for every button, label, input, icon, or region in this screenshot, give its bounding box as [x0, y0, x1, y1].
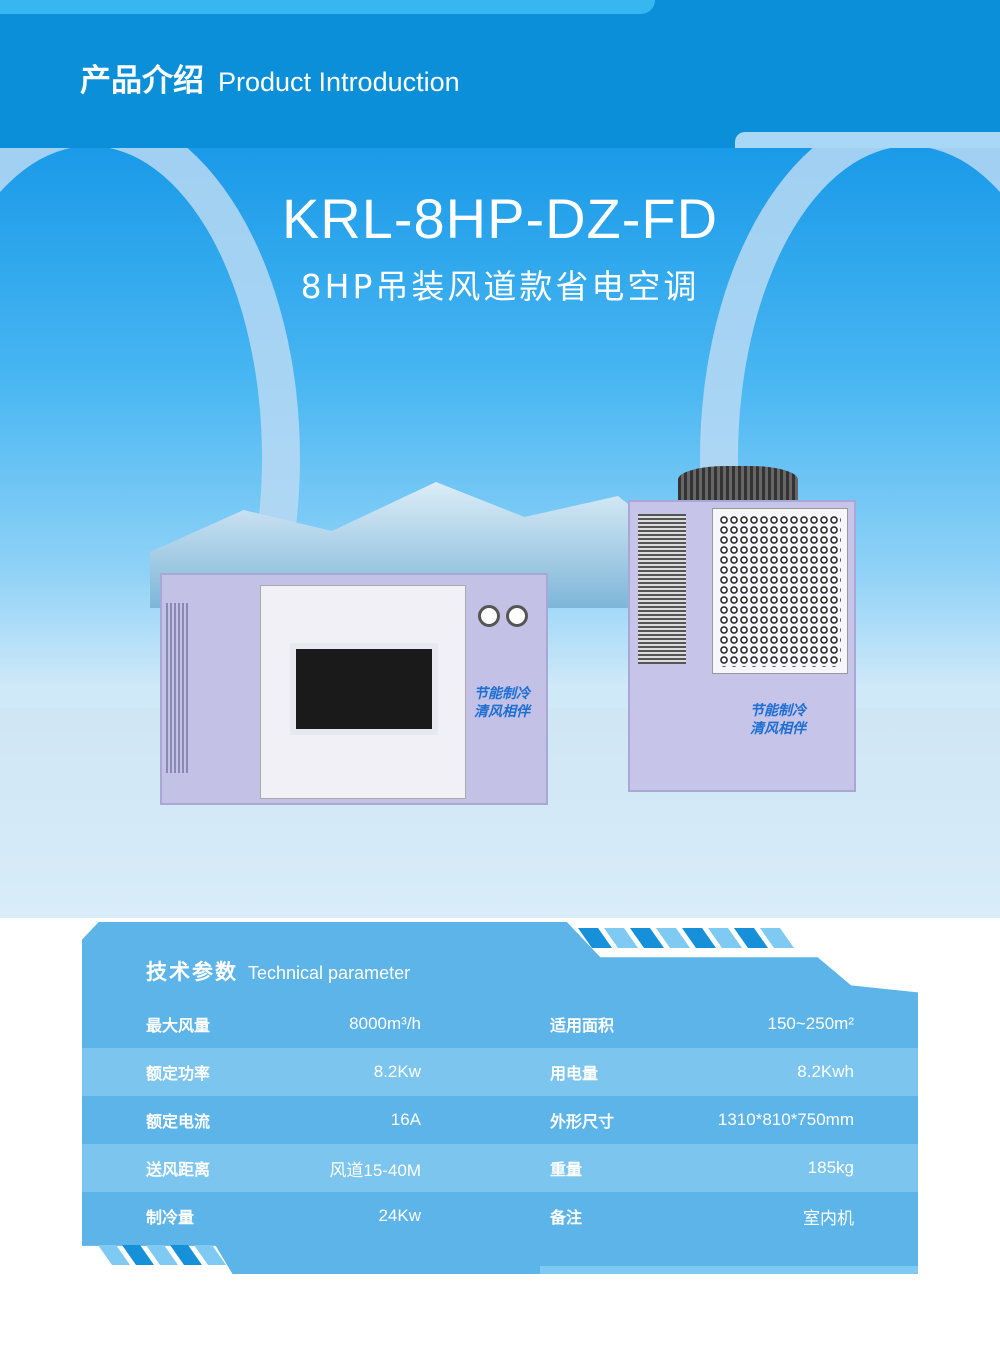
gauge-icon	[478, 605, 500, 627]
section-title-en: Product Introduction	[218, 67, 460, 97]
param-label: 适用面积	[550, 1016, 615, 1035]
slogan-line1: 节能制冷	[474, 686, 530, 702]
header-decor-strip	[0, 0, 655, 14]
param-value: 8000m³/h	[349, 1014, 421, 1033]
table-row: 制冷量 24Kw 备注 室内机	[82, 1192, 918, 1240]
side-grille	[166, 603, 190, 773]
decor-stripes-bottom	[97, 1245, 227, 1265]
param-label: 用电量	[550, 1064, 599, 1083]
param-value: 8.2Kw	[373, 1062, 421, 1081]
product-model: KRL-8HP-DZ-FD	[281, 187, 719, 250]
param-value: 185kg	[807, 1158, 854, 1177]
param-label: 制冷量	[146, 1208, 195, 1227]
table-row: 额定电流 16A 外形尺寸 1310*810*750mm	[82, 1096, 918, 1144]
header-band: 产品介绍 Product Introduction	[0, 0, 1000, 148]
section-title-cn: 产品介绍	[80, 63, 204, 99]
table-row: 最大风量 8000m³/h 适用面积 150~250m²	[82, 1000, 918, 1048]
param-value: 150~250m²	[767, 1014, 854, 1033]
unit-slogan: 节能制冷 清风相伴	[474, 685, 530, 721]
front-grille	[712, 508, 848, 674]
slogan-line1: 节能制冷	[750, 703, 806, 719]
decor-line	[540, 1266, 918, 1274]
params-panel	[82, 922, 918, 1274]
param-label: 额定电流	[146, 1112, 211, 1131]
params-title-cn: 技术参数	[146, 960, 238, 984]
param-value: 风道15-40M	[329, 1160, 421, 1180]
slogan-line2: 清风相伴	[474, 704, 530, 720]
param-label: 送风距离	[146, 1160, 211, 1179]
param-label: 最大风量	[146, 1016, 211, 1035]
params-title: 技术参数 Technical parameter	[146, 956, 410, 986]
param-value: 8.2Kwh	[797, 1062, 854, 1081]
param-label: 重量	[550, 1160, 583, 1179]
side-grille	[638, 514, 686, 664]
param-value: 16A	[390, 1110, 421, 1129]
table-row: 额定功率 8.2Kw 用电量 8.2Kwh	[82, 1048, 918, 1096]
product-subtitle: 8HP吊装风道款省电空调	[300, 267, 700, 306]
indoor-unit-image: 节能制冷 清风相伴	[160, 573, 548, 805]
unit-slogan: 节能制冷 清风相伴	[750, 702, 806, 738]
param-value: 24Kw	[378, 1206, 421, 1225]
gauge-icon	[506, 605, 528, 627]
param-value: 1310*810*750mm	[717, 1110, 854, 1129]
section-title: 产品介绍 Product Introduction	[80, 55, 460, 100]
hero-banner: KRL-8HP-DZ-FD 8HP吊装风道款省电空调 节能制冷 清风相伴 节能制冷…	[0, 148, 1000, 918]
outdoor-unit-image: 节能制冷 清风相伴	[628, 466, 856, 792]
table-row: 送风距离 风道15-40M 重量 185kg	[82, 1144, 918, 1192]
fan-icon	[678, 466, 798, 500]
param-label: 备注	[550, 1208, 583, 1227]
header-decor-strip-right	[735, 132, 1000, 148]
air-outlet	[290, 643, 438, 735]
param-label: 外形尺寸	[550, 1112, 615, 1131]
param-label: 额定功率	[146, 1064, 211, 1083]
params-title-en: Technical parameter	[248, 963, 411, 983]
param-value: 室内机	[803, 1208, 854, 1228]
decor-stripes	[577, 928, 795, 948]
slogan-line2: 清风相伴	[750, 721, 806, 737]
